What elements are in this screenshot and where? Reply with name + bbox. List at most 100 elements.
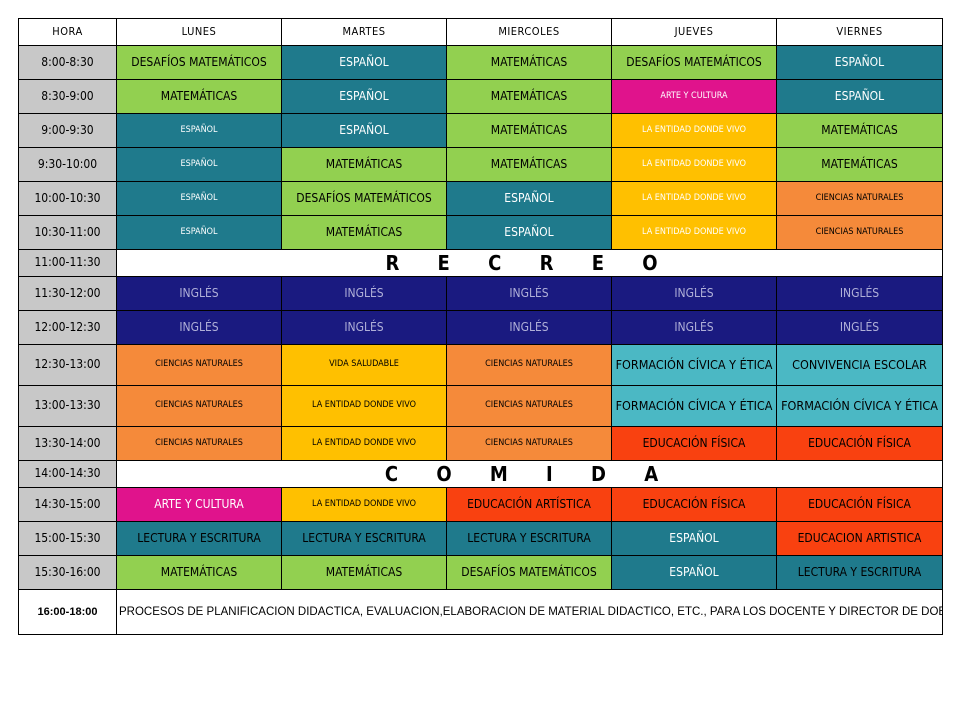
subject-cell: MATEMÁTICAS — [281, 555, 447, 590]
subject-cell: LA ENTIDAD DONDE VIVO — [611, 215, 777, 250]
header-martes: MARTES — [281, 18, 447, 46]
time-slot: 12:00-12:30 — [18, 310, 117, 345]
subject-cell: INGLÉS — [611, 276, 777, 311]
break-row: 14:00-14:30 C O M I D A — [18, 460, 943, 488]
schedule-row: 15:00-15:30 LECTURA Y ESCRITURA LECTURA Y … — [18, 521, 943, 556]
subject-cell: EDUCACION ARTISTICA — [776, 521, 943, 556]
header-miercoles: MIERCOLES — [446, 18, 612, 46]
subject-cell: LA ENTIDAD DONDE VIVO — [611, 113, 777, 148]
subject-cell: EDUCACIÓN FÍSICA — [776, 487, 943, 522]
subject-cell: MATEMÁTICAS — [116, 79, 282, 114]
schedule-row: 14:30-15:00 ARTE Y CULTURA LA ENTIDAD DOND… — [18, 487, 943, 522]
subject-cell: ESPAÑOL — [116, 215, 282, 250]
schedule-table: HORA LUNES MARTES MIERCOLES JUEVES VIERNES 8:… — [18, 18, 943, 635]
subject-cell: ESPAÑOL — [281, 79, 447, 114]
subject-cell: LECTURA Y ESCRITURA — [281, 521, 447, 556]
subject-cell: MATEMÁTICAS — [281, 147, 447, 182]
subject-cell: DESAFÍOS MATEMÁTICOS — [611, 45, 777, 80]
time-slot: 8:00-8:30 — [18, 45, 117, 80]
header-viernes: VIERNES — [776, 18, 943, 46]
subject-cell: MATEMÁTICAS — [116, 555, 282, 590]
subject-cell: INGLÉS — [281, 276, 447, 311]
subject-cell: EDUCACIÓN ARTÍSTICA — [446, 487, 612, 522]
time-slot: 12:30-13:00 — [18, 344, 117, 386]
subject-cell: LA ENTIDAD DONDE VIVO — [281, 385, 447, 427]
subject-cell: MATEMÁTICAS — [446, 45, 612, 80]
subject-cell: ESPAÑOL — [611, 521, 777, 556]
subject-cell: ESPAÑOL — [281, 45, 447, 80]
schedule-row: 9:30-10:00 ESPAÑOL MATEMÁTICAS MATEMÁTICAS L… — [18, 147, 943, 182]
time-slot: 11:00-11:30 — [18, 249, 117, 277]
subject-cell: ESPAÑOL — [116, 147, 282, 182]
subject-cell: LECTURA Y ESCRITURA — [446, 521, 612, 556]
header-row: HORA LUNES MARTES MIERCOLES JUEVES VIERNES — [18, 18, 943, 46]
subject-cell: FORMACIÓN CÍVICA Y ÉTICA — [611, 344, 777, 386]
schedule-row: 12:30-13:00 CIENCIAS NATURALES VIDA SALUDA… — [18, 344, 943, 386]
subject-cell: CONVIVENCIA ESCOLAR — [776, 344, 943, 386]
time-slot: 14:30-15:00 — [18, 487, 117, 522]
subject-cell: MATEMÁTICAS — [446, 79, 612, 114]
subject-cell: ARTE Y CULTURA — [116, 487, 282, 522]
time-slot: 10:00-10:30 — [18, 181, 117, 216]
subject-cell: DESAFÍOS MATEMÁTICOS — [116, 45, 282, 80]
subject-cell: MATEMÁTICAS — [281, 215, 447, 250]
subject-cell: INGLÉS — [281, 310, 447, 345]
subject-cell: CIENCIAS NATURALES — [446, 426, 612, 461]
subject-cell: CIENCIAS NATURALES — [116, 426, 282, 461]
subject-cell: ESPAÑOL — [281, 113, 447, 148]
footer-time: 16:00-18:00 — [18, 589, 117, 635]
subject-cell: DESAFÍOS MATEMÁTICOS — [281, 181, 447, 216]
subject-cell: CIENCIAS NATURALES — [116, 344, 282, 386]
time-slot: 13:00-13:30 — [18, 385, 117, 427]
subject-cell: VIDA SALUDABLE — [281, 344, 447, 386]
schedule-body: 8:00-8:30 DESAFÍOS MATEMÁTICOS ESPAÑOL MATE… — [18, 45, 943, 635]
subject-cell: ESPAÑOL — [116, 181, 282, 216]
subject-cell: DESAFÍOS MATEMÁTICOS — [446, 555, 612, 590]
subject-cell: INGLÉS — [611, 310, 777, 345]
subject-cell: ESPAÑOL — [446, 215, 612, 250]
subject-cell: MATEMÁTICAS — [776, 147, 943, 182]
subject-cell: LA ENTIDAD DONDE VIVO — [611, 147, 777, 182]
time-slot: 11:30-12:00 — [18, 276, 117, 311]
schedule-row: 11:30-12:00 INGLÉS INGLÉS INGLÉS INGLÉS INGLÉ… — [18, 276, 943, 311]
subject-cell: INGLÉS — [446, 310, 612, 345]
subject-cell: LA ENTIDAD DONDE VIVO — [281, 426, 447, 461]
header-hora: HORA — [18, 18, 117, 46]
time-slot: 13:30-14:00 — [18, 426, 117, 461]
time-slot: 14:00-14:30 — [18, 460, 117, 488]
subject-cell: LA ENTIDAD DONDE VIVO — [611, 181, 777, 216]
subject-cell: ESPAÑOL — [446, 181, 612, 216]
header-jueves: JUEVES — [611, 18, 777, 46]
subject-cell: ESPAÑOL — [776, 79, 943, 114]
subject-cell: INGLÉS — [116, 310, 282, 345]
time-slot: 15:00-15:30 — [18, 521, 117, 556]
subject-cell: LA ENTIDAD DONDE VIVO — [281, 487, 447, 522]
schedule-row: 9:00-9:30 ESPAÑOL ESPAÑOL MATEMÁTICAS LA ENT… — [18, 113, 943, 148]
header-lunes: LUNES — [116, 18, 282, 46]
subject-cell: MATEMÁTICAS — [446, 147, 612, 182]
subject-cell: LECTURA Y ESCRITURA — [776, 555, 943, 590]
schedule-row: 12:00-12:30 INGLÉS INGLÉS INGLÉS INGLÉS INGLÉ… — [18, 310, 943, 345]
subject-cell: INGLÉS — [116, 276, 282, 311]
subject-cell: ESPAÑOL — [611, 555, 777, 590]
subject-cell: ESPAÑOL — [776, 45, 943, 80]
time-slot: 15:30-16:00 — [18, 555, 117, 590]
subject-cell: CIENCIAS NATURALES — [446, 385, 612, 427]
schedule-row: 15:30-16:00 MATEMÁTICAS MATEMÁTICAS DESAFÍO… — [18, 555, 943, 590]
subject-cell: INGLÉS — [776, 276, 943, 311]
schedule-row: 13:00-13:30 CIENCIAS NATURALES LA ENTIDAD … — [18, 385, 943, 427]
time-slot: 8:30-9:00 — [18, 79, 117, 114]
subject-cell: ARTE Y CULTURA — [611, 79, 777, 114]
subject-cell: INGLÉS — [446, 276, 612, 311]
schedule-row: 13:30-14:00 CIENCIAS NATURALES LA ENTIDAD … — [18, 426, 943, 461]
footer-note: PROCESOS DE PLANIFICACION DIDACTICA, EVA… — [116, 589, 943, 635]
break-label: R E C R E O — [116, 249, 943, 277]
schedule-row: 10:00-10:30 ESPAÑOL DESAFÍOS MATEMÁTICOS ES… — [18, 181, 943, 216]
break-label: C O M I D A — [116, 460, 943, 488]
subject-cell: MATEMÁTICAS — [776, 113, 943, 148]
subject-cell: CIENCIAS NATURALES — [776, 215, 943, 250]
subject-cell: CIENCIAS NATURALES — [776, 181, 943, 216]
break-row: 11:00-11:30 R E C R E O — [18, 249, 943, 277]
time-slot: 10:30-11:00 — [18, 215, 117, 250]
subject-cell: INGLÉS — [776, 310, 943, 345]
